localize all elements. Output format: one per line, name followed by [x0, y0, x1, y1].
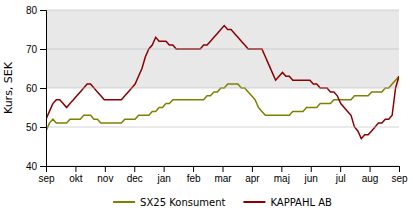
y-tick: 40 — [26, 161, 46, 172]
y-axis: 40 50 60 70 80 — [26, 5, 47, 172]
y-tick: 50 — [26, 122, 46, 133]
grid — [46, 10, 399, 166]
x-axis: sep okt nov dec jan feb mar apr maj jun jul aug sep — [38, 166, 408, 184]
grid-line — [46, 10, 399, 11]
y-tick-mark — [40, 88, 46, 89]
y-tick: 80 — [26, 5, 46, 16]
legend: SX25 Konsument KAPPAHL AB — [113, 197, 332, 208]
y-tick-mark — [40, 166, 46, 167]
x-tick-label: sep — [38, 173, 55, 184]
legend-swatch — [243, 201, 265, 203]
x-tick: jun — [304, 166, 318, 184]
x-tick: dec — [127, 166, 143, 184]
y-tick: 60 — [26, 83, 46, 94]
x-tick-label: nov — [97, 173, 113, 184]
series-line — [46, 26, 399, 139]
x-tick-mark — [164, 166, 165, 172]
grid-line — [46, 127, 399, 128]
y-tick-label: 80 — [26, 5, 38, 16]
marks — [46, 10, 399, 139]
x-tick: apr — [245, 166, 260, 184]
plot-area: sepoktnovdecjanfebmaraprmajjunjulaugsep4… — [26, 5, 408, 184]
grid-line — [46, 88, 399, 89]
x-tick-label: feb — [187, 173, 201, 184]
x-tick: nov — [97, 166, 113, 184]
x-tick: okt — [69, 166, 83, 184]
y-tick-mark — [40, 10, 46, 11]
x-tick: sep — [38, 166, 55, 184]
x-tick-mark — [105, 166, 106, 172]
shaded-band — [46, 10, 399, 88]
x-tick-label: aug — [362, 173, 379, 184]
legend-label: KAPPAHL AB — [270, 197, 332, 208]
x-tick-label: sep — [391, 173, 408, 184]
x-tick-mark — [281, 166, 282, 172]
x-tick-label: maj — [274, 173, 290, 184]
x-tick-label: dec — [127, 173, 143, 184]
x-tick: jan — [156, 166, 170, 184]
lines — [46, 26, 399, 139]
x-tick-label: apr — [245, 173, 260, 184]
y-tick-label: 40 — [26, 161, 38, 172]
y-tick-label: 50 — [26, 122, 38, 133]
y-tick: 70 — [26, 44, 46, 55]
x-tick-mark — [399, 166, 400, 172]
grid-line — [46, 49, 399, 50]
x-tick-mark — [193, 166, 194, 172]
x-tick-mark — [75, 166, 76, 172]
legend-swatch — [113, 201, 135, 203]
x-tick: aug — [362, 166, 379, 184]
x-tick-mark — [134, 166, 135, 172]
x-tick-mark — [370, 166, 371, 172]
legend-item: SX25 Konsument — [113, 197, 225, 208]
y-tick-mark — [40, 49, 46, 50]
x-tick-label: jul — [335, 173, 346, 184]
x-tick: mar — [214, 166, 232, 184]
x-tick-label: jun — [304, 173, 318, 184]
x-tick: sep — [391, 166, 408, 184]
x-tick-mark — [311, 166, 312, 172]
y-tick-mark — [40, 127, 46, 128]
x-tick: feb — [187, 166, 201, 184]
series-line — [46, 76, 399, 131]
chart: sepoktnovdecjanfebmaraprmajjunjulaugsep4… — [0, 0, 413, 212]
x-tick-mark — [340, 166, 341, 172]
x-tick-label: jan — [156, 173, 170, 184]
x-tick-mark — [223, 166, 224, 172]
y-tick-label: 60 — [26, 83, 38, 94]
x-tick: jul — [335, 166, 346, 184]
x-tick: maj — [274, 166, 290, 184]
y-axis-title: Kurs, SEK — [2, 61, 15, 114]
legend-label: SX25 Konsument — [140, 197, 225, 208]
x-tick-mark — [252, 166, 253, 172]
x-tick-label: okt — [69, 173, 83, 184]
legend-item: KAPPAHL AB — [243, 197, 332, 208]
x-axis-line — [47, 167, 400, 173]
y-axis-line — [40, 11, 47, 167]
y-tick-label: 70 — [26, 44, 38, 55]
x-tick-label: mar — [214, 173, 232, 184]
